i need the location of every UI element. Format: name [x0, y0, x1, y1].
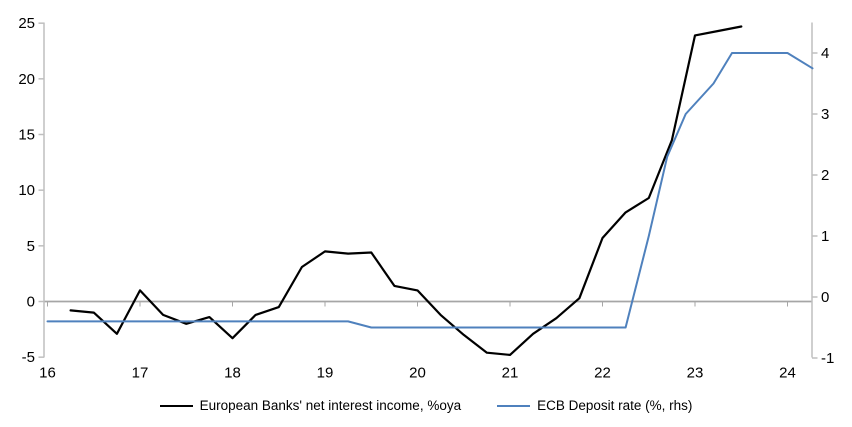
ecb-deposit-rate-rhs-line	[46, 52, 814, 329]
right-axis-tick-label: 2	[821, 167, 829, 184]
legend-item-ecb-deposit-rate: ECB Deposit rate (%, rhs)	[497, 398, 692, 413]
left-axis-tick-label: 5	[27, 238, 35, 255]
x-axis-tick-label: 22	[594, 365, 611, 382]
x-axis-tick-label: 17	[132, 365, 149, 382]
left-axis-tick-label: 20	[18, 71, 35, 88]
legend-label-net-interest-income: European Banks' net interest income, %oy…	[199, 398, 462, 413]
x-axis-tick-label: 23	[687, 365, 704, 382]
left-axis-tick-label: 0	[27, 294, 35, 311]
right-axis-tick-label: 0	[821, 289, 829, 306]
left-axis-tick-label: -5	[22, 349, 35, 366]
blue-line-swatch-icon	[497, 404, 531, 407]
legend-item-net-interest-income: European Banks' net interest income, %oy…	[159, 398, 462, 413]
x-axis-tick-label: 19	[317, 365, 334, 382]
x-axis-tick-label: 21	[502, 365, 519, 382]
left-axis-tick-label: 10	[18, 182, 35, 199]
x-axis-tick-label: 16	[39, 365, 56, 382]
right-axis-tick-label: 3	[821, 106, 829, 123]
right-axis-tick-label: 4	[821, 45, 829, 62]
right-axis-tick-label: -1	[821, 350, 834, 367]
right-axis-tick-label: 1	[821, 228, 829, 245]
chart-legend: European Banks' net interest income, %oy…	[0, 398, 852, 413]
x-axis-tick-label: 24	[779, 365, 796, 382]
european-banks-net-interest-income-oya-line	[69, 25, 743, 356]
left-axis-tick-label: 25	[18, 15, 35, 32]
x-axis-tick-label: 18	[224, 365, 241, 382]
left-axis-tick-label: 15	[18, 127, 35, 144]
black-line-swatch-icon	[159, 404, 193, 407]
legend-label-ecb-deposit-rate: ECB Deposit rate (%, rhs)	[537, 398, 693, 413]
x-axis-tick-label: 20	[409, 365, 426, 382]
